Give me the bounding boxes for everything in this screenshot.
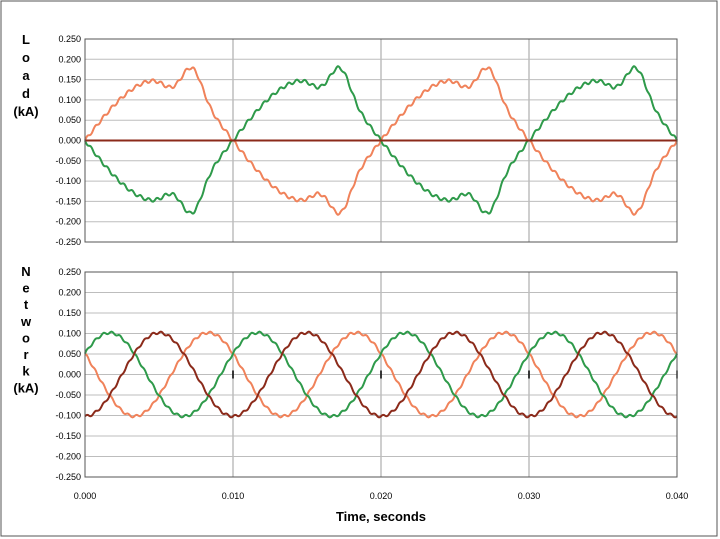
y-tick-label: -0.150 [55,431,81,441]
y-tick-label: -0.100 [55,411,81,421]
y-axis-label-part: N [21,264,30,279]
plot-frame [84,271,678,478]
y-tick-label: -0.250 [55,472,81,482]
x-axis-label: Time, seconds [336,509,426,524]
load-panel: 0.250 0.200 0.150 0.100 0.050 0.000 -0.050 -0.1… [13,32,678,247]
y-axis-label-part: w [20,314,32,329]
y-tick-label: -0.200 [55,452,81,462]
y-axis-label-part: a [22,68,30,83]
y-axis-label-part: o [22,330,30,345]
y-tick-label: -0.050 [55,156,81,166]
plot-frame [84,38,678,243]
y-tick-label: 0.050 [58,115,81,125]
x-tick-label: 0.000 [74,491,97,501]
y-axis-label-part: t [24,297,29,312]
y-axis-label-part: L [22,32,30,47]
y-tick-label: 0.100 [58,95,81,105]
y-tick-label: -0.200 [55,217,81,227]
y-axis-label-part: r [23,347,28,362]
x-tick-label: 0.030 [518,491,541,501]
y-axis-label-part: (kA) [13,381,38,396]
y-tick-label: 0.250 [58,34,81,44]
y-axis-label-part: e [22,281,29,296]
y-tick-label: 0.100 [58,329,81,339]
y-tick-label: -0.050 [55,390,81,400]
y-tick-label: 0.250 [58,267,81,277]
network-panel: 0.250 0.200 0.150 0.100 0.050 0.000 -0.050 -0.1… [13,264,688,524]
x-tick-label: 0.020 [370,491,393,501]
y-tick-label: 0.000 [58,370,81,380]
y-tick-label: -0.250 [55,237,81,247]
series-line-3 [84,330,678,419]
y-tick-label: -0.100 [55,176,81,186]
y-tick-label: -0.150 [55,196,81,206]
y-axis-label-part: d [22,86,30,101]
y-tick-label: 0.000 [58,136,81,146]
y-axis-label-part: k [22,364,30,379]
y-axis-label-part: o [22,50,30,65]
y-tick-label: 0.200 [58,288,81,298]
x-tick-label: 0.010 [222,491,245,501]
x-tick-label: 0.040 [666,491,689,501]
y-tick-label: 0.150 [58,75,81,85]
y-axis-label-part: (kA) [13,104,38,119]
y-tick-label: 0.050 [58,349,81,359]
y-tick-label: 0.200 [58,54,81,64]
y-tick-label: 0.150 [58,308,81,318]
